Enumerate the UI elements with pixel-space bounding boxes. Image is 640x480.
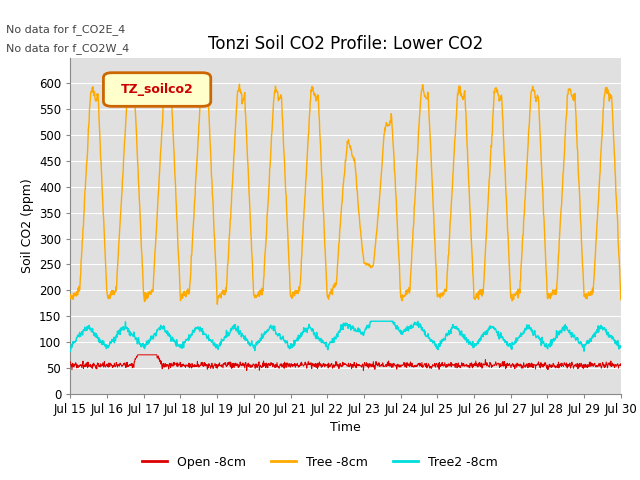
Title: Tonzi Soil CO2 Profile: Lower CO2: Tonzi Soil CO2 Profile: Lower CO2 — [208, 35, 483, 53]
Text: No data for f_CO2E_4: No data for f_CO2E_4 — [6, 24, 125, 35]
Text: TZ_soilco2: TZ_soilco2 — [121, 83, 193, 96]
Y-axis label: Soil CO2 (ppm): Soil CO2 (ppm) — [20, 178, 33, 273]
X-axis label: Time: Time — [330, 421, 361, 434]
FancyBboxPatch shape — [104, 73, 211, 107]
Legend: Open -8cm, Tree -8cm, Tree2 -8cm: Open -8cm, Tree -8cm, Tree2 -8cm — [137, 451, 503, 474]
Text: No data for f_CO2W_4: No data for f_CO2W_4 — [6, 43, 130, 54]
